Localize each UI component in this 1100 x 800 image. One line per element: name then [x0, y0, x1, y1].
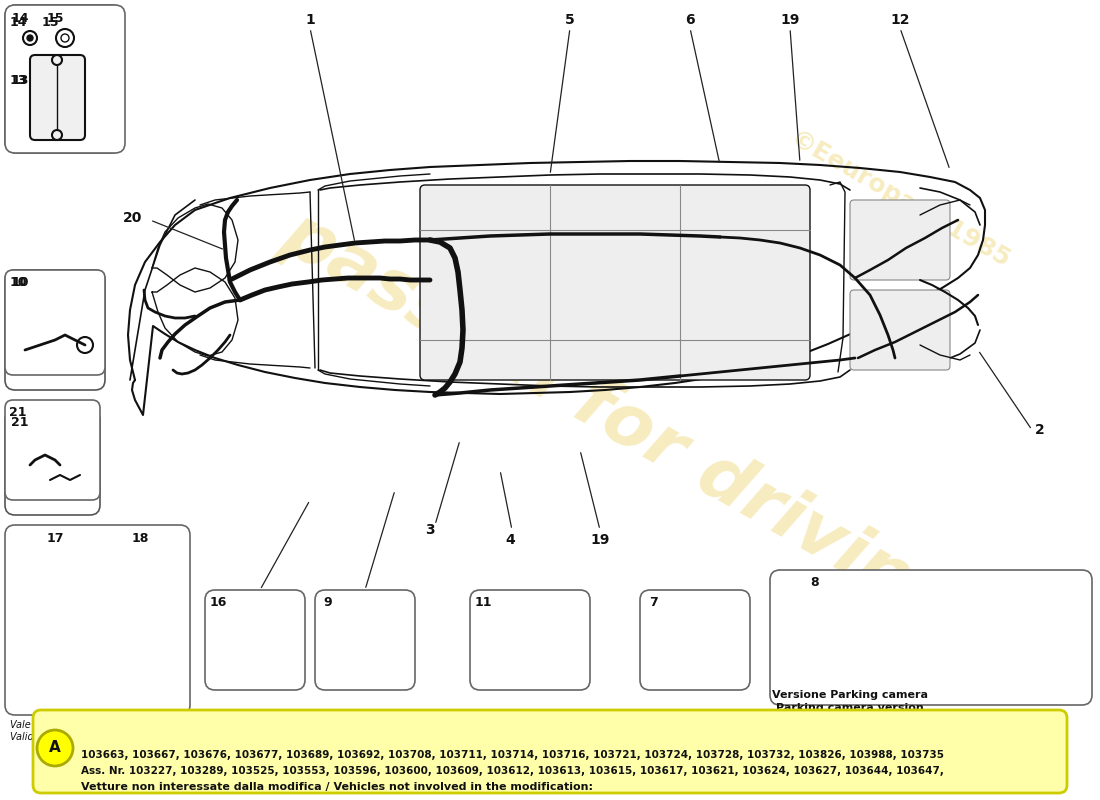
Text: 2: 2: [1035, 423, 1045, 437]
Text: Vale per... vedi descrizione: Vale per... vedi descrizione: [10, 720, 141, 730]
FancyBboxPatch shape: [6, 400, 100, 500]
Text: 21: 21: [9, 406, 26, 419]
FancyBboxPatch shape: [6, 270, 104, 375]
FancyBboxPatch shape: [6, 525, 190, 715]
Text: Valid for... see description: Valid for... see description: [10, 732, 136, 742]
FancyBboxPatch shape: [850, 290, 950, 370]
Text: ©Eeuroparts1985: ©Eeuroparts1985: [785, 127, 1014, 273]
FancyBboxPatch shape: [6, 270, 104, 390]
FancyBboxPatch shape: [640, 590, 750, 690]
FancyBboxPatch shape: [30, 55, 85, 140]
Text: 19: 19: [591, 533, 609, 547]
FancyBboxPatch shape: [470, 590, 590, 690]
FancyBboxPatch shape: [205, 590, 305, 690]
Text: 7: 7: [649, 597, 658, 610]
Text: 20: 20: [123, 211, 143, 225]
Text: 8: 8: [811, 577, 819, 590]
Text: 11: 11: [474, 597, 492, 610]
Text: 19: 19: [780, 13, 800, 27]
Text: 15: 15: [46, 11, 64, 25]
Text: 10: 10: [9, 277, 26, 290]
FancyBboxPatch shape: [33, 710, 1067, 793]
Text: A: A: [50, 741, 60, 755]
Text: 15: 15: [42, 15, 58, 29]
Circle shape: [37, 730, 73, 766]
Text: 16: 16: [209, 597, 227, 610]
FancyBboxPatch shape: [850, 200, 950, 280]
Text: 13: 13: [11, 74, 29, 86]
FancyBboxPatch shape: [6, 5, 125, 153]
Text: 14: 14: [9, 15, 26, 29]
Text: 103663, 103667, 103676, 103677, 103689, 103692, 103708, 103711, 103714, 103716, : 103663, 103667, 103676, 103677, 103689, …: [81, 750, 944, 760]
FancyBboxPatch shape: [6, 410, 100, 515]
Text: 14: 14: [11, 11, 29, 25]
Text: 5: 5: [565, 13, 575, 27]
Text: 21: 21: [11, 417, 29, 430]
FancyBboxPatch shape: [770, 570, 1092, 705]
Text: 12: 12: [890, 13, 910, 27]
Text: Ass. Nr. 103227, 103289, 103525, 103553, 103596, 103600, 103609, 103612, 103613,: Ass. Nr. 103227, 103289, 103525, 103553,…: [81, 766, 944, 776]
Text: 4: 4: [505, 533, 515, 547]
Text: Parking camera version: Parking camera version: [777, 703, 924, 713]
Text: 10: 10: [11, 277, 29, 290]
Text: 1: 1: [305, 13, 315, 27]
FancyBboxPatch shape: [6, 5, 123, 153]
Text: 6: 6: [685, 13, 695, 27]
Text: Vetture non interessate dalla modifica / Vehicles not involved in the modificati: Vetture non interessate dalla modifica /…: [81, 782, 593, 792]
Text: 17: 17: [46, 531, 64, 545]
Text: 13: 13: [9, 74, 26, 86]
Text: 3: 3: [426, 523, 434, 537]
Text: 18: 18: [131, 531, 149, 545]
Circle shape: [28, 35, 33, 41]
Text: 9: 9: [323, 597, 332, 610]
Text: Versione Parking camera: Versione Parking camera: [772, 690, 928, 700]
FancyBboxPatch shape: [315, 590, 415, 690]
FancyBboxPatch shape: [420, 185, 810, 380]
Text: passion for driving: passion for driving: [271, 198, 969, 642]
